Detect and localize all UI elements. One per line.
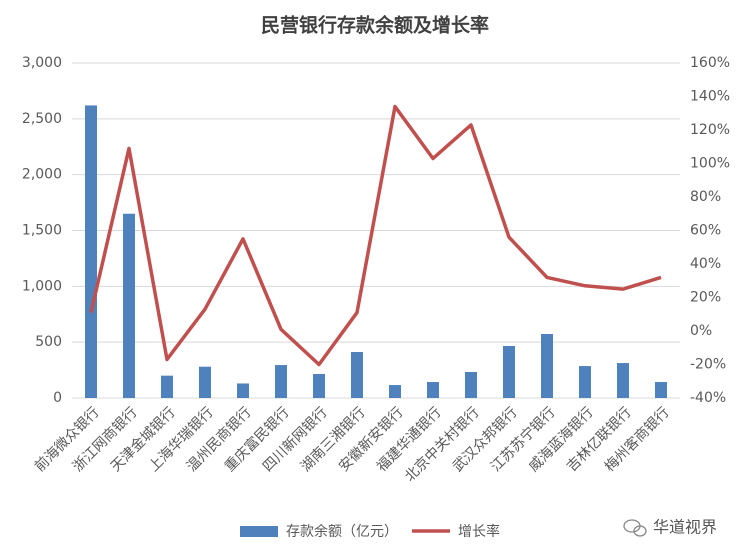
watermark-icon xyxy=(623,519,647,537)
y-tick-label: 2,000 xyxy=(22,167,62,183)
y2-tick-label: -20% xyxy=(690,357,726,373)
y-tick-label: 3,000 xyxy=(22,55,62,71)
y2-tick-label: 140% xyxy=(690,89,730,105)
bar xyxy=(503,345,515,398)
bar xyxy=(579,366,591,398)
bar xyxy=(389,385,401,398)
y2-tick-label: -40% xyxy=(690,390,726,406)
watermark: 华道视界 xyxy=(653,518,717,537)
bar xyxy=(541,334,553,398)
legend-label: 增长率 xyxy=(458,523,500,540)
y-tick-label: 1,500 xyxy=(22,223,62,239)
y-tick-label: 500 xyxy=(35,334,62,350)
bar xyxy=(313,373,325,398)
legend-label: 存款余额（亿元） xyxy=(286,523,398,540)
y2-tick-label: 60% xyxy=(690,223,721,239)
bar xyxy=(351,351,363,398)
bar xyxy=(655,382,667,398)
y2-tick-label: 20% xyxy=(690,290,721,306)
y2-tick-label: 100% xyxy=(690,156,730,172)
y2-tick-label: 160% xyxy=(690,55,730,71)
bar xyxy=(427,382,439,398)
y2-tick-label: 0% xyxy=(690,323,712,339)
y2-tick-label: 80% xyxy=(690,189,721,205)
y-tick-label: 1,000 xyxy=(22,278,62,294)
y2-tick-label: 40% xyxy=(690,256,721,272)
bar xyxy=(465,371,477,398)
line xyxy=(89,104,662,367)
chart-title: 民营银行存款余额及增长率 xyxy=(261,14,489,37)
legend-swatch xyxy=(240,526,278,537)
bar xyxy=(85,105,97,398)
bar xyxy=(123,213,135,398)
bar xyxy=(161,375,173,398)
bar xyxy=(275,365,287,398)
bar xyxy=(199,366,211,398)
bar xyxy=(617,363,629,398)
y2-tick-label: 120% xyxy=(690,122,730,138)
y-tick-label: 2,500 xyxy=(22,111,62,127)
y-tick-label: 0 xyxy=(53,390,62,406)
bar xyxy=(237,383,249,398)
